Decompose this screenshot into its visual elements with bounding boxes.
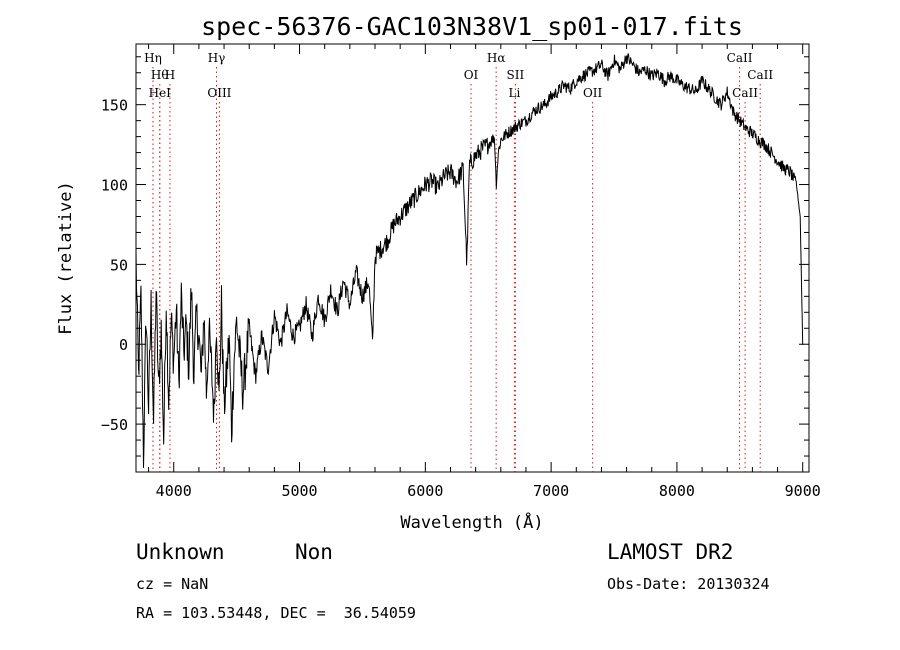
chart-title: spec-56376-GAC103N38V1_sp01-017.fits: [201, 12, 743, 41]
x-tick-label-2: 6000: [407, 482, 443, 500]
line-label-8: SII: [507, 68, 525, 82]
x-tick-label-4: 8000: [659, 482, 695, 500]
x-tick-label-5: 9000: [785, 482, 821, 500]
line-label-2: H: [165, 68, 175, 82]
line-label-12: CaII: [747, 68, 773, 82]
line-label-0: Hη: [144, 51, 162, 65]
spectrum-line: [135, 53, 804, 468]
line-label-1: Hθ: [151, 68, 169, 82]
y-tick-label-0: −50: [101, 416, 128, 434]
subclass-label: Non: [295, 540, 333, 564]
obs-date-label: Obs-Date: 20130324: [607, 575, 770, 593]
x-tick-label-1: 5000: [281, 482, 317, 500]
redshift-label: cz = NaN: [136, 575, 209, 593]
y-tick-label-1: 0: [119, 336, 128, 354]
line-label-7: Hα: [487, 51, 506, 65]
class-label: Unknown: [136, 540, 225, 564]
y-axis-label: Flux (relative): [56, 181, 76, 335]
y-tick-label-2: 50: [110, 256, 128, 274]
line-label-4: Hγ: [208, 51, 226, 65]
x-tick-label-0: 4000: [156, 482, 192, 500]
line-label-6: OI: [464, 68, 479, 82]
y-tick-label-3: 100: [101, 177, 128, 195]
line-label-5: OIII: [207, 86, 231, 100]
line-label-13: CaII: [732, 86, 758, 100]
line-label-10: OII: [583, 86, 603, 100]
line-label-3: HeI: [149, 86, 172, 100]
line-label-9: Li: [508, 86, 520, 100]
x-tick-label-3: 7000: [533, 482, 569, 500]
survey-label: LAMOST DR2: [607, 540, 734, 564]
x-axis-label: Wavelength (Å): [400, 511, 543, 533]
y-tick-label-4: 150: [101, 97, 128, 115]
line-label-11: CaII: [727, 51, 753, 65]
axis-ticks-layer: 4000 5000 6000 7000 8000 9000 −50 0 50 100 150: [101, 44, 821, 500]
plot-frame: [135, 43, 810, 473]
coordinates-label: RA = 103.53448, DEC = 36.54059: [136, 604, 416, 622]
